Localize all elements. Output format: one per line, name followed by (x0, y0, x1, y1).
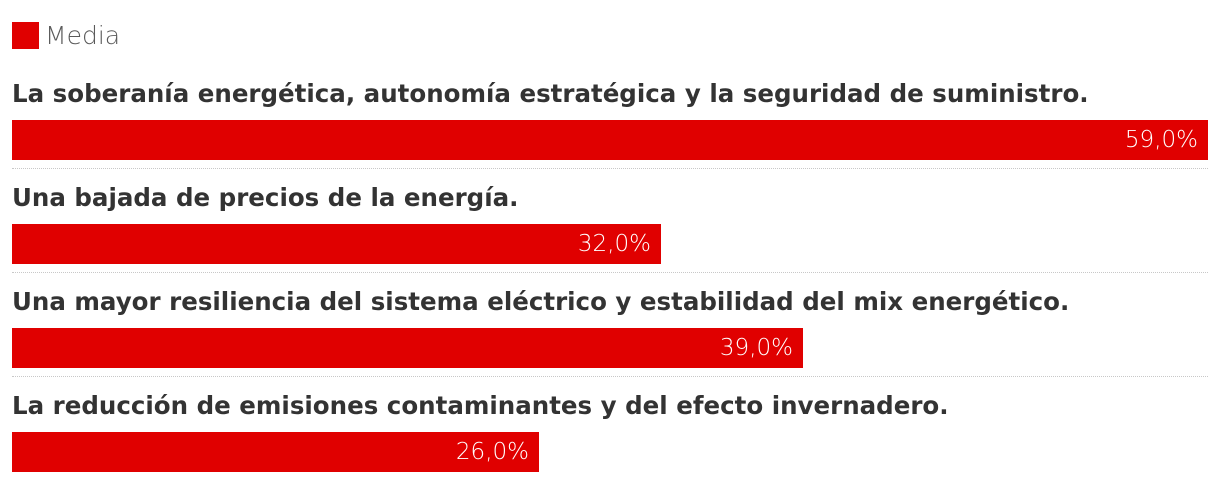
row-divider (12, 272, 1208, 273)
data-label: 59,0% (1124, 127, 1198, 153)
legend-label: Media (45, 20, 121, 50)
bar-track: 39,0% (12, 328, 1208, 368)
bar (12, 432, 539, 472)
chart-row: La reducción de emisiones contaminantes … (12, 386, 1208, 490)
bar-track: 59,0% (12, 120, 1208, 160)
legend-swatch (12, 21, 39, 49)
row-divider (12, 168, 1208, 169)
bar (12, 224, 661, 264)
bar (12, 328, 803, 368)
data-label: 39,0% (719, 335, 793, 361)
bar (12, 120, 1208, 160)
bar-track: 26,0% (12, 432, 1208, 472)
legend: Media (12, 20, 120, 50)
category-label: La soberanía energética, autonomía estra… (12, 79, 1089, 108)
data-label: 26,0% (455, 439, 529, 465)
row-divider (12, 376, 1208, 377)
chart-row: La soberanía energética, autonomía estra… (12, 74, 1208, 178)
category-label: Una bajada de precios de la energía. (12, 183, 519, 212)
chart-row: Una mayor resiliencia del sistema eléctr… (12, 282, 1208, 386)
data-label: 32,0% (577, 231, 651, 257)
category-label: La reducción de emisiones contaminantes … (12, 391, 949, 420)
bar-track: 32,0% (12, 224, 1208, 264)
chart-row: Una bajada de precios de la energía. 32,0… (12, 178, 1208, 282)
category-label: Una mayor resiliencia del sistema eléctr… (12, 287, 1070, 316)
